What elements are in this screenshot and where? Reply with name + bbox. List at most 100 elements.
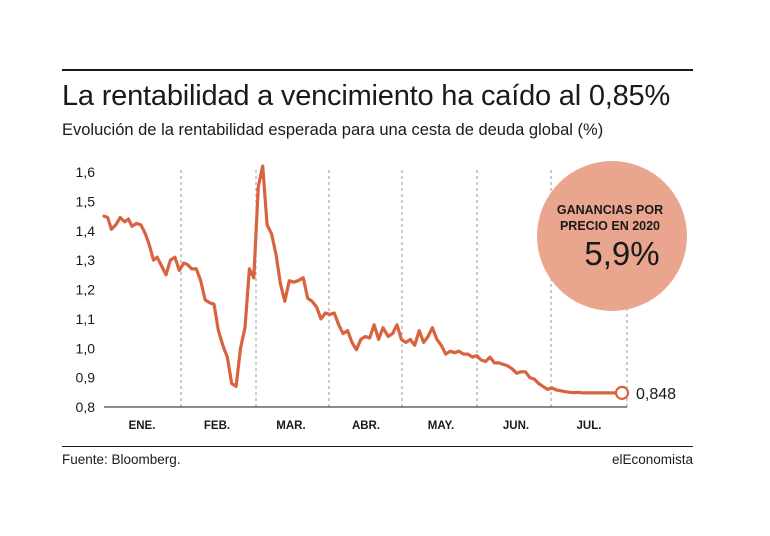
data-point [582, 392, 584, 394]
data-point [275, 253, 277, 255]
data-point [204, 299, 206, 301]
data-point [391, 332, 393, 334]
data-point [382, 327, 384, 329]
data-point [445, 353, 447, 355]
data-point [449, 350, 451, 352]
data-point [440, 344, 442, 346]
data-point [400, 338, 402, 340]
y-tick-label: 0,8 [76, 399, 96, 415]
data-point [103, 215, 105, 217]
data-point [414, 344, 416, 346]
data-point [333, 312, 335, 314]
data-point [471, 356, 473, 358]
x-tick-label: ABR. [352, 420, 380, 432]
data-point [248, 268, 250, 270]
data-point [613, 392, 615, 394]
data-point [431, 327, 433, 329]
data-point [458, 350, 460, 352]
x-tick-label: ENE. [129, 420, 156, 432]
data-point [324, 312, 326, 314]
data-point [480, 359, 482, 361]
data-point [351, 341, 353, 343]
data-point [169, 259, 171, 261]
data-point [595, 392, 597, 394]
y-tick-label: 1,6 [76, 164, 96, 180]
data-point [405, 341, 407, 343]
data-point [231, 382, 233, 384]
data-point [144, 233, 146, 235]
x-tick-label: FEB. [204, 420, 230, 432]
y-tick-label: 1,4 [76, 223, 96, 239]
x-tick-label: MAY. [428, 420, 454, 432]
top-rule [62, 69, 693, 71]
data-point [573, 391, 575, 393]
data-point [427, 335, 429, 337]
data-point [107, 216, 109, 218]
data-point [191, 268, 193, 270]
data-point [555, 389, 557, 391]
series-line [102, 164, 616, 395]
last-value-marker [614, 385, 630, 400]
callout-label-2: PRECIO EN 2020 [560, 219, 660, 233]
y-tick-label: 1,2 [76, 282, 96, 298]
data-point [493, 362, 495, 364]
data-point [152, 259, 154, 261]
data-point [569, 391, 571, 393]
x-tick-label: JUL. [577, 420, 602, 432]
data-point [208, 302, 210, 304]
data-point [213, 303, 215, 305]
data-point [436, 338, 438, 340]
data-point [355, 349, 357, 351]
data-point [418, 329, 420, 331]
data-point [564, 391, 566, 393]
data-point [577, 391, 579, 393]
data-point [307, 297, 309, 299]
data-point [467, 353, 469, 355]
data-point [377, 338, 379, 340]
data-point [502, 363, 504, 365]
data-point [586, 392, 588, 394]
data-point [511, 368, 513, 370]
data-point [311, 300, 313, 302]
data-point [315, 306, 317, 308]
y-tick-label: 1,0 [76, 340, 96, 356]
data-point [131, 225, 133, 227]
brand-logo: elEconomista [611, 452, 693, 467]
data-point [262, 165, 264, 167]
data-point [270, 233, 272, 235]
y-axis: 0,8 0,9 1,0 1,1 1,2 1,3 1,4 1,5 1,6 [76, 164, 96, 415]
data-point [217, 329, 219, 331]
data-point [387, 335, 389, 337]
data-point [266, 224, 268, 226]
callout-label-1: GANANCIAS POR [557, 203, 663, 217]
data-points [103, 165, 615, 394]
data-point [226, 356, 228, 358]
data-point [507, 365, 509, 367]
last-value-label: 0,848 [636, 386, 676, 403]
data-point [591, 392, 593, 394]
data-point [320, 318, 322, 320]
data-point [409, 338, 411, 340]
x-tick-label: JUN. [503, 420, 529, 432]
data-point [257, 186, 259, 188]
data-point [302, 277, 304, 279]
data-point [178, 269, 180, 271]
data-point [476, 354, 478, 356]
data-point [127, 218, 129, 220]
data-point [235, 385, 237, 387]
x-axis: ENE. FEB. MAR. ABR. MAY. JUN. JUL. [104, 406, 627, 432]
data-point [529, 376, 531, 378]
data-point [338, 324, 340, 326]
bottom-rule [62, 446, 693, 447]
data-point [288, 280, 290, 282]
data-point [174, 256, 176, 258]
data-point [165, 274, 167, 276]
data-point [608, 392, 610, 394]
data-point [422, 341, 424, 343]
data-point [279, 282, 281, 284]
data-point [360, 338, 362, 340]
callout: GANANCIAS POR PRECIO EN 2020 5,9% [537, 161, 687, 311]
data-point [604, 392, 606, 394]
data-point [293, 281, 295, 283]
